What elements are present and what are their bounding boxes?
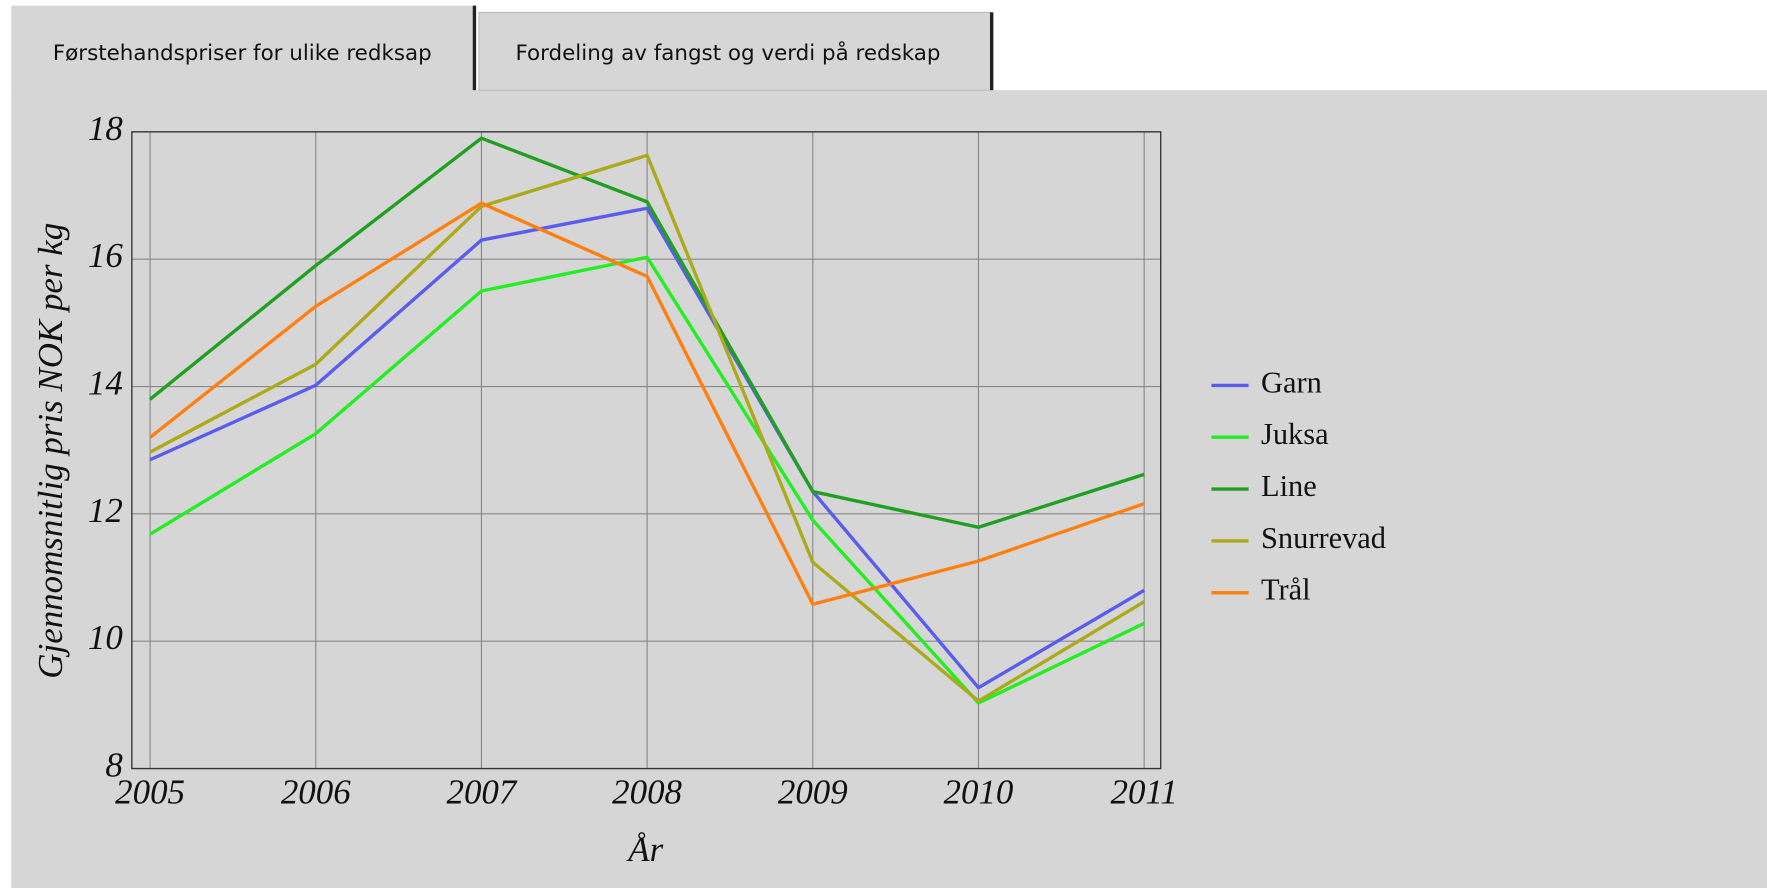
y-tick-label: 12 bbox=[88, 491, 123, 530]
x-tick-label: 2011 bbox=[1111, 773, 1178, 812]
data-line bbox=[149, 153, 1146, 703]
x-tick-label: 2005 bbox=[115, 773, 185, 812]
plot-frame bbox=[131, 131, 1162, 770]
x-tick-label: 2007 bbox=[447, 773, 518, 812]
tab-label[interactable]: Fordeling av fangst og verdi på redskap bbox=[515, 40, 940, 66]
tab[interactable] bbox=[11, 5, 475, 92]
legend-label: Juksa bbox=[1261, 417, 1329, 451]
panel bbox=[11, 90, 1767, 888]
y-tick-label: 18 bbox=[88, 109, 123, 148]
data-line bbox=[149, 255, 1145, 705]
y-tick-label: 10 bbox=[88, 618, 123, 657]
x-tick-label: 2010 bbox=[944, 773, 1014, 812]
tab[interactable] bbox=[478, 11, 993, 91]
y-tick-label: 16 bbox=[88, 236, 123, 275]
legend-label: Garn bbox=[1261, 365, 1322, 399]
x-tick-label: 2008 bbox=[612, 773, 682, 812]
tab-label[interactable]: Førstehandspriser for ulike redksap bbox=[53, 41, 432, 66]
x-tick-label: 2009 bbox=[778, 773, 848, 812]
y-axis-label: Gjennomsnitlig pris NOK per kg bbox=[31, 223, 70, 679]
data-line bbox=[149, 136, 1145, 529]
legend-label: Trål bbox=[1261, 573, 1311, 607]
data-line bbox=[149, 201, 1145, 606]
data-line bbox=[149, 206, 1146, 690]
legend-label: Line bbox=[1261, 469, 1317, 503]
x-tick-label: 2006 bbox=[281, 773, 351, 812]
x-axis-label: År bbox=[626, 830, 663, 869]
legend-label: Snurrevad bbox=[1261, 521, 1386, 555]
y-tick-label: 8 bbox=[105, 746, 123, 785]
y-tick-label: 14 bbox=[88, 364, 123, 403]
